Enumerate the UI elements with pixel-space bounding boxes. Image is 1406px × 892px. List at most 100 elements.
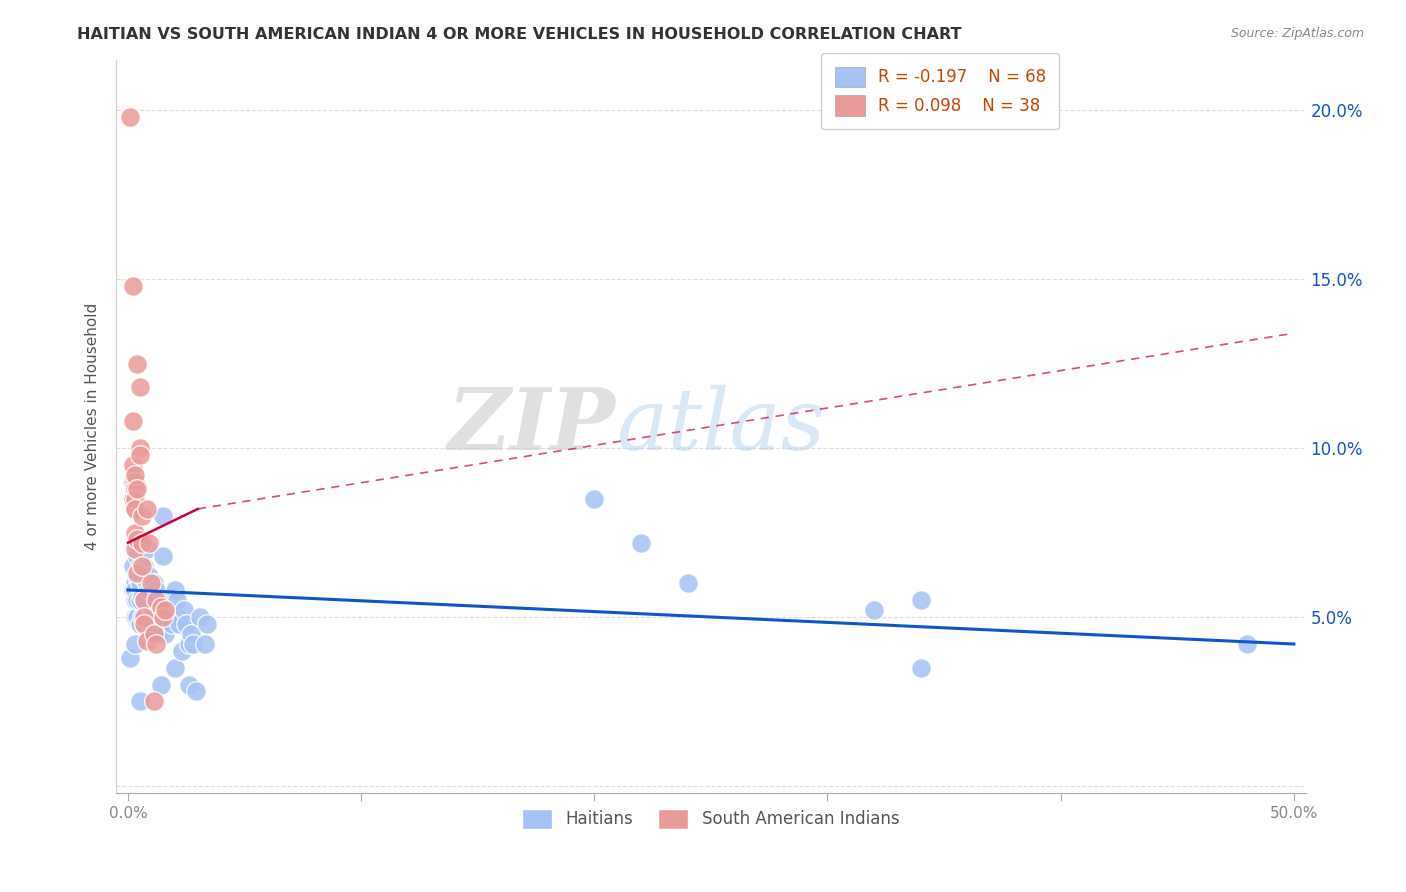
Point (145, 637, 167, 651)
Point (127, 357, 149, 371)
Point (128, 441, 150, 455)
Point (124, 582, 146, 597)
Point (177, 677, 200, 691)
Point (120, 110, 142, 124)
Point (121, 559, 143, 574)
Point (910, 661, 932, 675)
Point (124, 491, 146, 506)
Point (149, 593, 172, 607)
Point (863, 603, 886, 617)
Point (124, 610, 146, 624)
Point (127, 610, 149, 624)
Point (141, 627, 163, 641)
Point (630, 535, 652, 549)
Point (188, 610, 211, 624)
Point (155, 627, 177, 641)
Point (181, 637, 204, 651)
Point (124, 468, 146, 483)
Point (121, 414, 143, 428)
Point (135, 542, 157, 557)
Point (131, 559, 153, 574)
Point (142, 576, 165, 591)
Point (131, 535, 153, 549)
Point (127, 569, 149, 583)
Point (145, 582, 167, 597)
Point (134, 559, 156, 574)
Point (138, 569, 160, 583)
Text: ZIP: ZIP (449, 384, 616, 468)
Point (131, 569, 153, 583)
Point (134, 616, 156, 631)
Point (124, 502, 146, 516)
Point (128, 380, 150, 394)
Point (148, 593, 170, 607)
Point (194, 637, 217, 651)
Point (184, 684, 207, 698)
Point (149, 599, 172, 614)
Point (127, 535, 149, 549)
Point (131, 508, 153, 523)
Point (120, 650, 142, 665)
Point (162, 616, 184, 631)
Point (134, 593, 156, 607)
Point (1236, 637, 1258, 651)
Point (131, 610, 153, 624)
Text: atlas: atlas (616, 384, 825, 467)
Point (142, 603, 165, 617)
Point (583, 491, 606, 506)
Point (152, 549, 174, 564)
Point (177, 637, 200, 651)
Point (128, 694, 150, 708)
Point (149, 677, 172, 691)
Text: Source: ZipAtlas.com: Source: ZipAtlas.com (1230, 27, 1364, 40)
Point (910, 593, 932, 607)
Point (128, 576, 150, 591)
Point (135, 576, 157, 591)
Point (124, 475, 146, 489)
Point (152, 508, 174, 523)
Point (128, 593, 150, 607)
Point (128, 559, 150, 574)
Point (127, 593, 149, 607)
Point (148, 627, 170, 641)
Point (163, 661, 186, 675)
Point (142, 627, 165, 641)
Point (121, 279, 143, 293)
Point (124, 502, 146, 516)
Point (124, 637, 146, 651)
Point (134, 593, 156, 607)
Point (127, 549, 149, 564)
Point (121, 475, 143, 489)
Text: HAITIAN VS SOUTH AMERICAN INDIAN 4 OR MORE VEHICLES IN HOUSEHOLD CORRELATION CHA: HAITIAN VS SOUTH AMERICAN INDIAN 4 OR MO… (77, 27, 962, 42)
Point (156, 603, 179, 617)
Point (180, 627, 202, 641)
Point (128, 448, 150, 462)
Point (166, 610, 188, 624)
Point (134, 610, 156, 624)
Point (127, 533, 149, 547)
Point (152, 610, 174, 624)
Point (135, 502, 157, 516)
Point (121, 491, 143, 506)
Point (174, 616, 197, 631)
Y-axis label: 4 or more Vehicles in Household: 4 or more Vehicles in Household (86, 302, 100, 549)
Point (134, 616, 156, 631)
Point (127, 566, 149, 580)
Point (121, 458, 143, 472)
Point (170, 644, 193, 658)
Point (141, 610, 163, 624)
Point (124, 525, 146, 540)
Point (167, 616, 190, 631)
Point (155, 603, 177, 617)
Point (131, 590, 153, 604)
Point (128, 616, 150, 631)
Point (152, 610, 174, 624)
Point (138, 535, 160, 549)
Point (676, 576, 699, 591)
Point (124, 542, 146, 557)
Point (156, 603, 179, 617)
Point (127, 482, 149, 496)
Point (124, 576, 146, 591)
Point (141, 576, 163, 591)
Point (163, 582, 186, 597)
